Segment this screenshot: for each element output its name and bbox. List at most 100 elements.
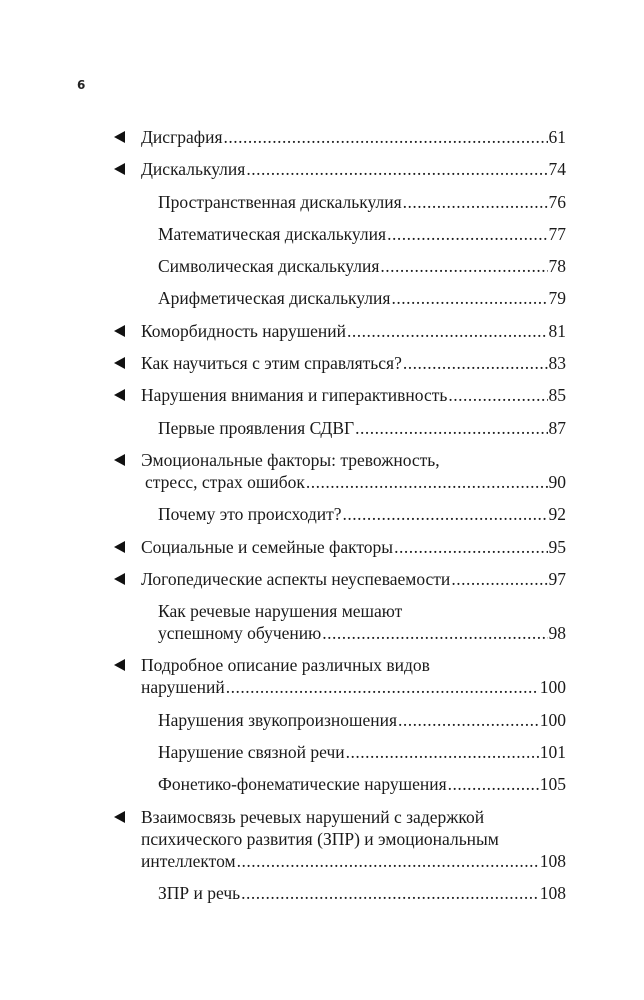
dot-leader	[246, 158, 547, 180]
dot-leader	[391, 287, 547, 309]
toc-entry: Почему это происходит? 92	[112, 503, 566, 525]
dot-leader	[448, 773, 539, 795]
toc-entry-title: Взаимосвязь речевых нарушений с задержко…	[141, 806, 485, 827]
toc-entry-title: успешному обучению	[158, 623, 322, 644]
dot-leader	[306, 471, 548, 493]
toc-entry: Дискалькулия 74	[112, 158, 566, 180]
dot-leader	[347, 320, 547, 342]
toc-entry: Математическая дискалькулия 77	[112, 223, 566, 245]
triangle-bullet-icon	[114, 131, 125, 143]
dot-leader	[355, 417, 547, 439]
toc-page-number: 105	[539, 774, 566, 795]
toc-page-number: 108	[539, 850, 566, 871]
toc-entry-title: Дисграфия	[141, 127, 223, 147]
triangle-bullet-icon	[114, 453, 125, 466]
toc-page-number: 98	[548, 623, 567, 644]
toc-page-number: 87	[548, 417, 567, 438]
triangle-bullet-icon	[114, 163, 125, 176]
dot-leader	[448, 384, 547, 406]
dot-leader	[380, 255, 547, 277]
toc-entry: Пространственная дискалькулия 76	[112, 191, 566, 213]
toc-entry-title: стресс, страх ошибок	[145, 471, 305, 492]
toc-entry-title: Символическая дискалькулия	[158, 256, 380, 277]
toc-entry: Дисграфия 61	[112, 126, 566, 148]
toc-page-number: 77	[548, 223, 567, 244]
toc-page-number: 100	[539, 709, 566, 730]
toc-entry: Как научиться с этим справляться? 83	[112, 352, 566, 374]
toc-page-number: 76	[548, 191, 567, 212]
toc-entry: Социальные и семейные факторы 95	[112, 536, 566, 558]
triangle-bullet-icon	[114, 810, 125, 823]
toc-entry: Символическая дискалькулия 78	[112, 255, 566, 277]
toc-page-number: 61	[548, 127, 567, 147]
toc-page-number: 95	[548, 536, 567, 557]
toc-page-number: 74	[548, 159, 567, 180]
toc-entry-title: Коморбидность нарушений	[141, 320, 347, 341]
toc-page-number: 90	[548, 471, 567, 492]
dot-leader	[237, 850, 539, 872]
dot-leader	[346, 741, 539, 763]
toc-page-number: 97	[548, 568, 567, 589]
toc-entry-title: Первые проявления СДВГ	[158, 417, 355, 438]
toc-entry-title: Математическая дискалькулия	[158, 223, 387, 244]
dot-leader	[241, 882, 539, 904]
toc-entry-title: Эмоциональные факторы: тревожность,	[141, 449, 440, 470]
toc-page-number: 85	[548, 385, 567, 406]
toc-entry-title: Как речевые нарушения мешают	[158, 601, 403, 622]
toc-page-number: 92	[548, 504, 567, 525]
dot-leader	[398, 709, 539, 731]
dot-leader	[322, 622, 547, 644]
dot-leader	[394, 536, 547, 558]
dot-leader	[387, 223, 547, 245]
toc-entry-title: Нарушение связной речи	[158, 742, 345, 763]
toc-entry-title: Арифметическая дискалькулия	[158, 288, 391, 309]
triangle-bullet-icon	[114, 659, 125, 672]
toc-entry: Нарушения внимания и гиперактивность 85	[112, 384, 566, 406]
toc-page-number: 101	[539, 742, 566, 763]
toc-entry: Нарушение связной речи 101	[112, 741, 566, 763]
toc-entry: Подробное описание различных видов наруше…	[112, 654, 566, 698]
toc-entry: Эмоциональные факторы: тревожность, стрес…	[112, 449, 566, 493]
toc-page-number: 78	[548, 256, 567, 277]
toc-entry-title: интеллектом	[141, 850, 236, 871]
triangle-bullet-icon	[114, 389, 125, 402]
toc-entry-title: Подробное описание различных видов	[141, 655, 430, 676]
toc-entry: Взаимосвязь речевых нарушений с задержко…	[112, 806, 566, 872]
toc-entry-title: ЗПР и речь	[158, 882, 241, 903]
toc-entry-title: психического развития (ЗПР) и эмоциональ…	[141, 828, 499, 849]
toc-entry-title: нарушений	[141, 677, 225, 698]
table-of-contents: Дисграфия 61 Дискалькулия 74 Пространственна…	[112, 126, 566, 914]
dot-leader	[226, 676, 539, 698]
toc-entry-title: Как научиться с этим справляться?	[141, 353, 402, 374]
toc-entry-title: Логопедические аспекты неуспеваемости	[141, 568, 451, 589]
toc-entry: Арифметическая дискалькулия 79	[112, 287, 566, 309]
toc-entry: Как речевые нарушения мешают успешному об…	[112, 600, 566, 644]
triangle-bullet-icon	[114, 540, 125, 553]
dot-leader	[403, 191, 548, 213]
toc-entry-title: Нарушения звукопроизношения	[158, 709, 398, 730]
toc-entry: ЗПР и речь 108	[112, 882, 566, 904]
toc-entry: Нарушения звукопроизношения 100	[112, 709, 566, 731]
toc-entry: Логопедические аспекты неуспеваемости 97	[112, 568, 566, 590]
toc-entry: Коморбидность нарушений 81	[112, 320, 566, 342]
dot-leader	[451, 568, 547, 590]
toc-entry-title: Фонетико-фонематические нарушения	[158, 774, 447, 795]
triangle-bullet-icon	[114, 357, 125, 370]
toc-entry-title: Нарушения внимания и гиперактивность	[141, 385, 448, 406]
toc-entry-title: Дискалькулия	[141, 159, 246, 180]
toc-entry-title: Пространственная дискалькулия	[158, 191, 402, 212]
dot-leader	[403, 352, 548, 374]
toc-entry: Первые проявления СДВГ 87	[112, 417, 566, 439]
triangle-bullet-icon	[114, 572, 125, 585]
toc-page-number: 79	[548, 288, 567, 309]
dot-leader	[343, 503, 548, 525]
page-number: 6	[77, 78, 86, 92]
dot-leader	[224, 126, 548, 148]
toc-page-number: 108	[539, 882, 566, 903]
toc-entry-title: Социальные и семейные факторы	[141, 536, 394, 557]
toc-page-number: 81	[548, 320, 567, 341]
triangle-bullet-icon	[114, 324, 125, 337]
toc-entry: Фонетико-фонематические нарушения 105	[112, 773, 566, 795]
toc-page-number: 83	[548, 353, 567, 374]
toc-page-number: 100	[539, 677, 566, 698]
